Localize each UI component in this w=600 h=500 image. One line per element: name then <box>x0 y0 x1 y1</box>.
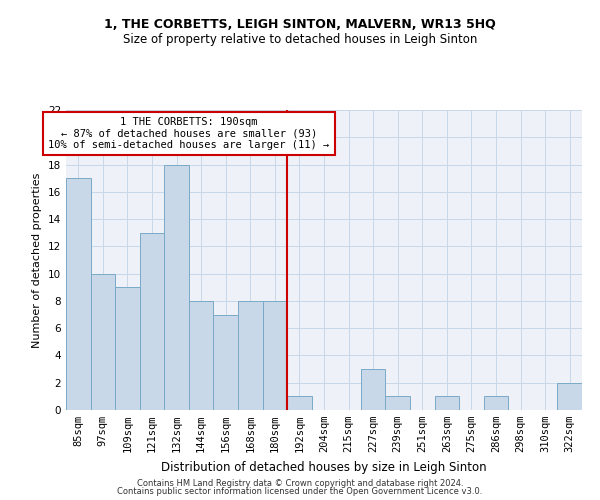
Bar <box>140 232 164 410</box>
Text: Contains public sector information licensed under the Open Government Licence v3: Contains public sector information licen… <box>118 487 482 496</box>
Bar <box>164 164 189 410</box>
Bar <box>189 301 214 410</box>
Bar <box>484 396 508 410</box>
Bar <box>91 274 115 410</box>
Text: 1 THE CORBETTS: 190sqm
← 87% of detached houses are smaller (93)
10% of semi-det: 1 THE CORBETTS: 190sqm ← 87% of detached… <box>48 117 329 150</box>
Bar <box>557 382 582 410</box>
Text: Size of property relative to detached houses in Leigh Sinton: Size of property relative to detached ho… <box>123 32 477 46</box>
Bar <box>263 301 287 410</box>
Text: 1, THE CORBETTS, LEIGH SINTON, MALVERN, WR13 5HQ: 1, THE CORBETTS, LEIGH SINTON, MALVERN, … <box>104 18 496 30</box>
Bar <box>214 314 238 410</box>
Bar <box>361 369 385 410</box>
Text: Contains HM Land Registry data © Crown copyright and database right 2024.: Contains HM Land Registry data © Crown c… <box>137 478 463 488</box>
X-axis label: Distribution of detached houses by size in Leigh Sinton: Distribution of detached houses by size … <box>161 460 487 473</box>
Bar <box>385 396 410 410</box>
Bar <box>287 396 312 410</box>
Bar <box>115 288 140 410</box>
Bar <box>434 396 459 410</box>
Bar <box>238 301 263 410</box>
Y-axis label: Number of detached properties: Number of detached properties <box>32 172 43 348</box>
Bar <box>66 178 91 410</box>
